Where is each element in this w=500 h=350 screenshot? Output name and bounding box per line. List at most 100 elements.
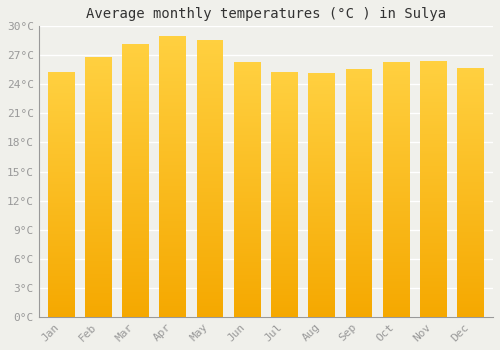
Bar bbox=[48, 170, 74, 171]
Bar bbox=[160, 203, 186, 204]
Bar bbox=[346, 240, 372, 241]
Bar bbox=[122, 53, 149, 55]
Bar bbox=[85, 156, 112, 157]
Bar bbox=[196, 152, 224, 153]
Bar bbox=[234, 300, 260, 301]
Bar bbox=[234, 244, 260, 245]
Bar bbox=[122, 64, 149, 65]
Bar bbox=[85, 269, 112, 270]
Bar bbox=[234, 230, 260, 231]
Bar bbox=[420, 203, 447, 204]
Bar bbox=[234, 111, 260, 112]
Bar bbox=[196, 296, 224, 297]
Bar bbox=[234, 286, 260, 287]
Bar bbox=[420, 257, 447, 258]
Bar bbox=[234, 113, 260, 114]
Bar bbox=[458, 94, 484, 95]
Bar bbox=[160, 144, 186, 146]
Bar bbox=[48, 287, 74, 289]
Bar bbox=[85, 257, 112, 258]
Bar bbox=[85, 293, 112, 295]
Bar bbox=[346, 71, 372, 72]
Bar bbox=[271, 158, 298, 159]
Bar bbox=[85, 247, 112, 248]
Bar bbox=[48, 148, 74, 149]
Bar bbox=[383, 303, 409, 304]
Bar bbox=[234, 266, 260, 267]
Bar bbox=[48, 144, 74, 145]
Bar bbox=[122, 280, 149, 281]
Bar bbox=[85, 68, 112, 69]
Bar bbox=[383, 95, 409, 97]
Bar bbox=[271, 170, 298, 171]
Bar bbox=[420, 229, 447, 230]
Bar bbox=[308, 279, 335, 280]
Bar bbox=[160, 257, 186, 258]
Bar bbox=[383, 69, 409, 70]
Bar bbox=[271, 297, 298, 299]
Bar bbox=[122, 56, 149, 57]
Bar bbox=[271, 220, 298, 221]
Bar bbox=[346, 203, 372, 204]
Bar bbox=[48, 245, 74, 246]
Bar bbox=[122, 312, 149, 313]
Bar bbox=[271, 259, 298, 260]
Bar bbox=[196, 117, 224, 119]
Bar bbox=[458, 257, 484, 258]
Bar bbox=[234, 81, 260, 83]
Bar bbox=[160, 158, 186, 160]
Bar bbox=[383, 252, 409, 253]
Bar bbox=[122, 248, 149, 250]
Bar bbox=[458, 102, 484, 103]
Bar bbox=[160, 282, 186, 283]
Bar bbox=[271, 260, 298, 262]
Bar bbox=[420, 290, 447, 291]
Bar bbox=[48, 246, 74, 247]
Bar bbox=[196, 303, 224, 304]
Bar bbox=[48, 231, 74, 232]
Bar bbox=[383, 160, 409, 161]
Bar bbox=[383, 142, 409, 144]
Bar bbox=[48, 218, 74, 219]
Bar bbox=[122, 202, 149, 203]
Bar bbox=[383, 151, 409, 153]
Bar bbox=[346, 83, 372, 84]
Bar bbox=[48, 107, 74, 108]
Bar bbox=[234, 131, 260, 132]
Bar bbox=[234, 299, 260, 300]
Bar bbox=[308, 275, 335, 276]
Bar bbox=[383, 146, 409, 147]
Bar bbox=[383, 119, 409, 121]
Bar bbox=[308, 304, 335, 306]
Bar bbox=[271, 284, 298, 285]
Bar bbox=[346, 262, 372, 264]
Bar bbox=[48, 111, 74, 112]
Bar bbox=[48, 91, 74, 93]
Bar bbox=[160, 243, 186, 244]
Bar bbox=[196, 206, 224, 208]
Bar bbox=[308, 208, 335, 209]
Bar bbox=[308, 75, 335, 76]
Bar bbox=[234, 207, 260, 209]
Bar bbox=[48, 149, 74, 150]
Bar bbox=[48, 313, 74, 314]
Bar bbox=[85, 162, 112, 164]
Bar bbox=[234, 223, 260, 224]
Bar bbox=[196, 140, 224, 141]
Bar bbox=[196, 52, 224, 54]
Bar bbox=[85, 127, 112, 129]
Bar bbox=[383, 164, 409, 165]
Bar bbox=[122, 50, 149, 52]
Bar bbox=[346, 101, 372, 102]
Bar bbox=[420, 140, 447, 142]
Bar bbox=[458, 194, 484, 195]
Bar bbox=[234, 203, 260, 205]
Bar bbox=[48, 224, 74, 225]
Bar bbox=[271, 169, 298, 170]
Bar bbox=[48, 125, 74, 126]
Bar bbox=[122, 89, 149, 90]
Bar bbox=[234, 197, 260, 198]
Bar bbox=[234, 89, 260, 90]
Bar bbox=[308, 159, 335, 161]
Bar bbox=[346, 164, 372, 166]
